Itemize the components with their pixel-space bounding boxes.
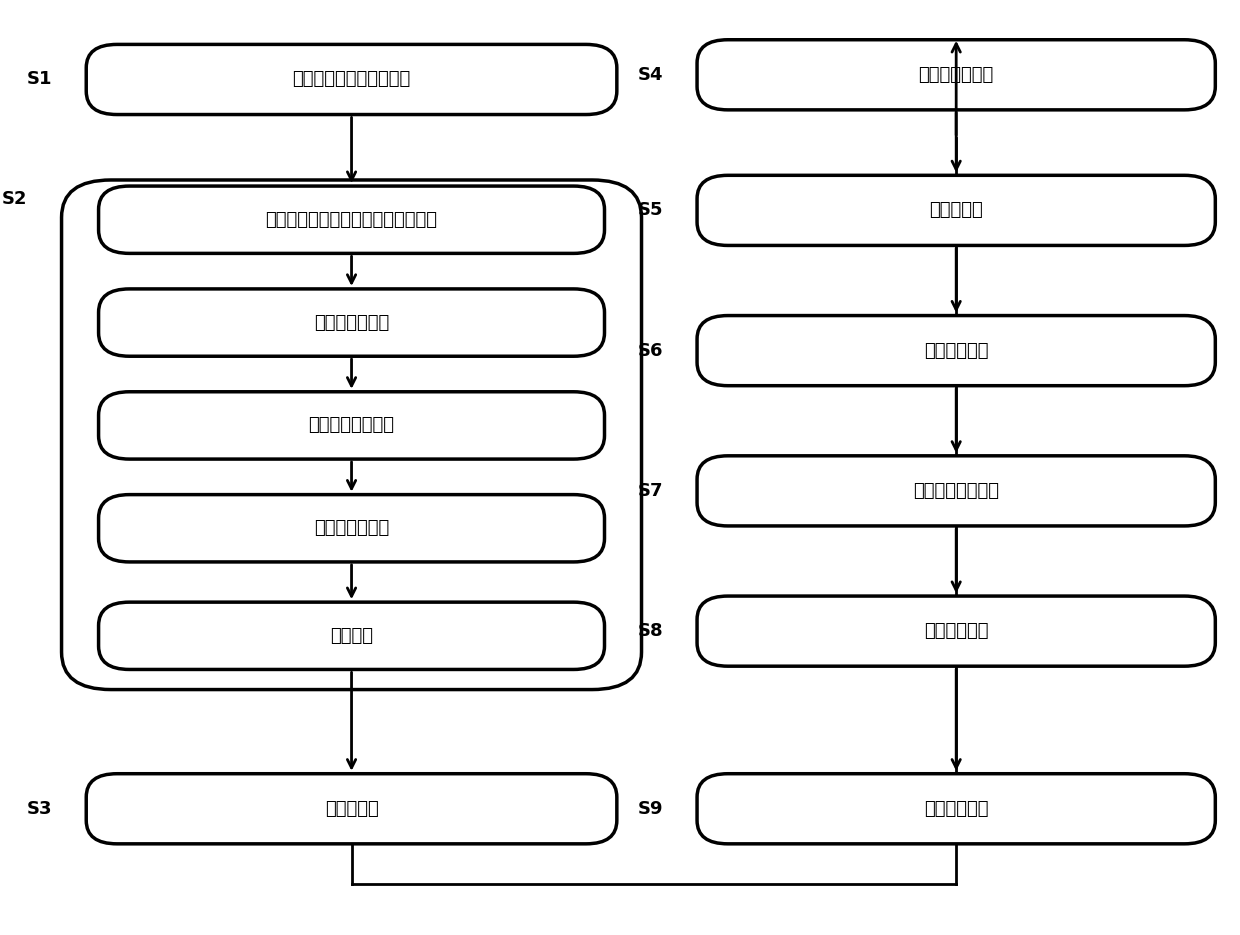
- FancyBboxPatch shape: [62, 180, 641, 690]
- Text: S1: S1: [26, 70, 52, 89]
- FancyBboxPatch shape: [87, 774, 616, 843]
- Text: S7: S7: [637, 482, 663, 500]
- FancyBboxPatch shape: [87, 44, 616, 114]
- Text: 求最大外接矩形框: 求最大外接矩形框: [309, 416, 394, 435]
- Text: S3: S3: [26, 799, 52, 818]
- FancyBboxPatch shape: [98, 289, 605, 356]
- FancyBboxPatch shape: [697, 774, 1215, 843]
- Text: 机器分类识别: 机器分类识别: [924, 622, 988, 640]
- FancyBboxPatch shape: [697, 597, 1215, 666]
- Text: 求仿射变换矩阵: 求仿射变换矩阵: [314, 313, 389, 332]
- FancyBboxPatch shape: [98, 602, 605, 669]
- FancyBboxPatch shape: [697, 456, 1215, 525]
- FancyBboxPatch shape: [697, 39, 1215, 109]
- Text: 预设源图和车牌定位位置: 预设源图和车牌定位位置: [293, 70, 410, 89]
- Text: 投影去除边缘: 投影去除边缘: [924, 341, 988, 360]
- Text: 得到车牌号码: 得到车牌号码: [924, 799, 988, 818]
- Text: S4: S4: [637, 65, 663, 84]
- FancyBboxPatch shape: [697, 176, 1215, 245]
- Text: 投影定位字符位置: 投影定位字符位置: [913, 482, 999, 500]
- FancyBboxPatch shape: [98, 392, 605, 459]
- FancyBboxPatch shape: [98, 495, 605, 562]
- Text: S8: S8: [637, 622, 663, 640]
- Text: S5: S5: [637, 201, 663, 220]
- Text: S2: S2: [2, 190, 27, 208]
- Text: S9: S9: [637, 799, 663, 818]
- FancyBboxPatch shape: [697, 316, 1215, 385]
- Text: S6: S6: [637, 341, 663, 360]
- Text: 灰度化操作: 灰度化操作: [325, 799, 378, 818]
- Text: 轮廓去噪声: 轮廓去噪声: [929, 201, 983, 220]
- Text: 取矩形框里图像: 取矩形框里图像: [314, 519, 389, 538]
- FancyBboxPatch shape: [98, 186, 605, 253]
- Text: 变换图像: 变换图像: [330, 626, 373, 645]
- Text: 四边形四个顶点转换到矩形四个顶点: 四边形四个顶点转换到矩形四个顶点: [265, 210, 438, 229]
- Text: 自动二值化操作: 自动二值化操作: [919, 65, 993, 84]
